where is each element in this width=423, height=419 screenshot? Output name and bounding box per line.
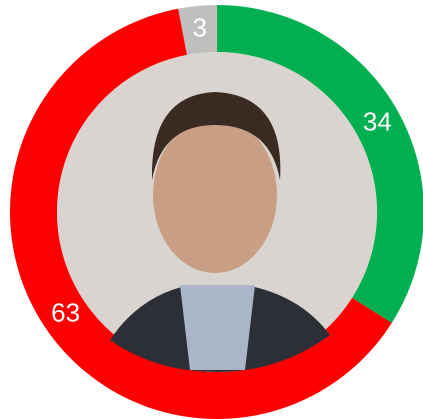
value-label: 34 (363, 107, 392, 137)
center-photo (57, 52, 377, 372)
value-label: 63 (51, 298, 80, 328)
chart: 34 63 3 (0, 0, 423, 419)
page: {"chart_data": {"type": "pie", "donut": … (0, 0, 423, 419)
value-label: 3 (193, 13, 207, 43)
